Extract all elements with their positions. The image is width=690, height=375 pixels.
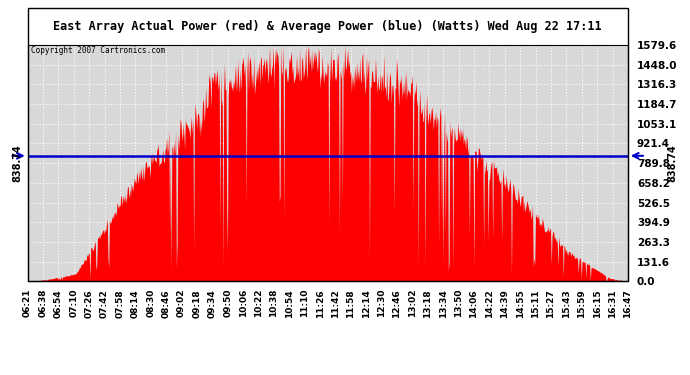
Text: East Array Actual Power (red) & Average Power (blue) (Watts) Wed Aug 22 17:11: East Array Actual Power (red) & Average … [53, 20, 602, 33]
Text: 838.74: 838.74 [668, 144, 678, 182]
Text: 838.74: 838.74 [12, 144, 22, 182]
Text: Copyright 2007 Cartronics.com: Copyright 2007 Cartronics.com [30, 46, 165, 55]
